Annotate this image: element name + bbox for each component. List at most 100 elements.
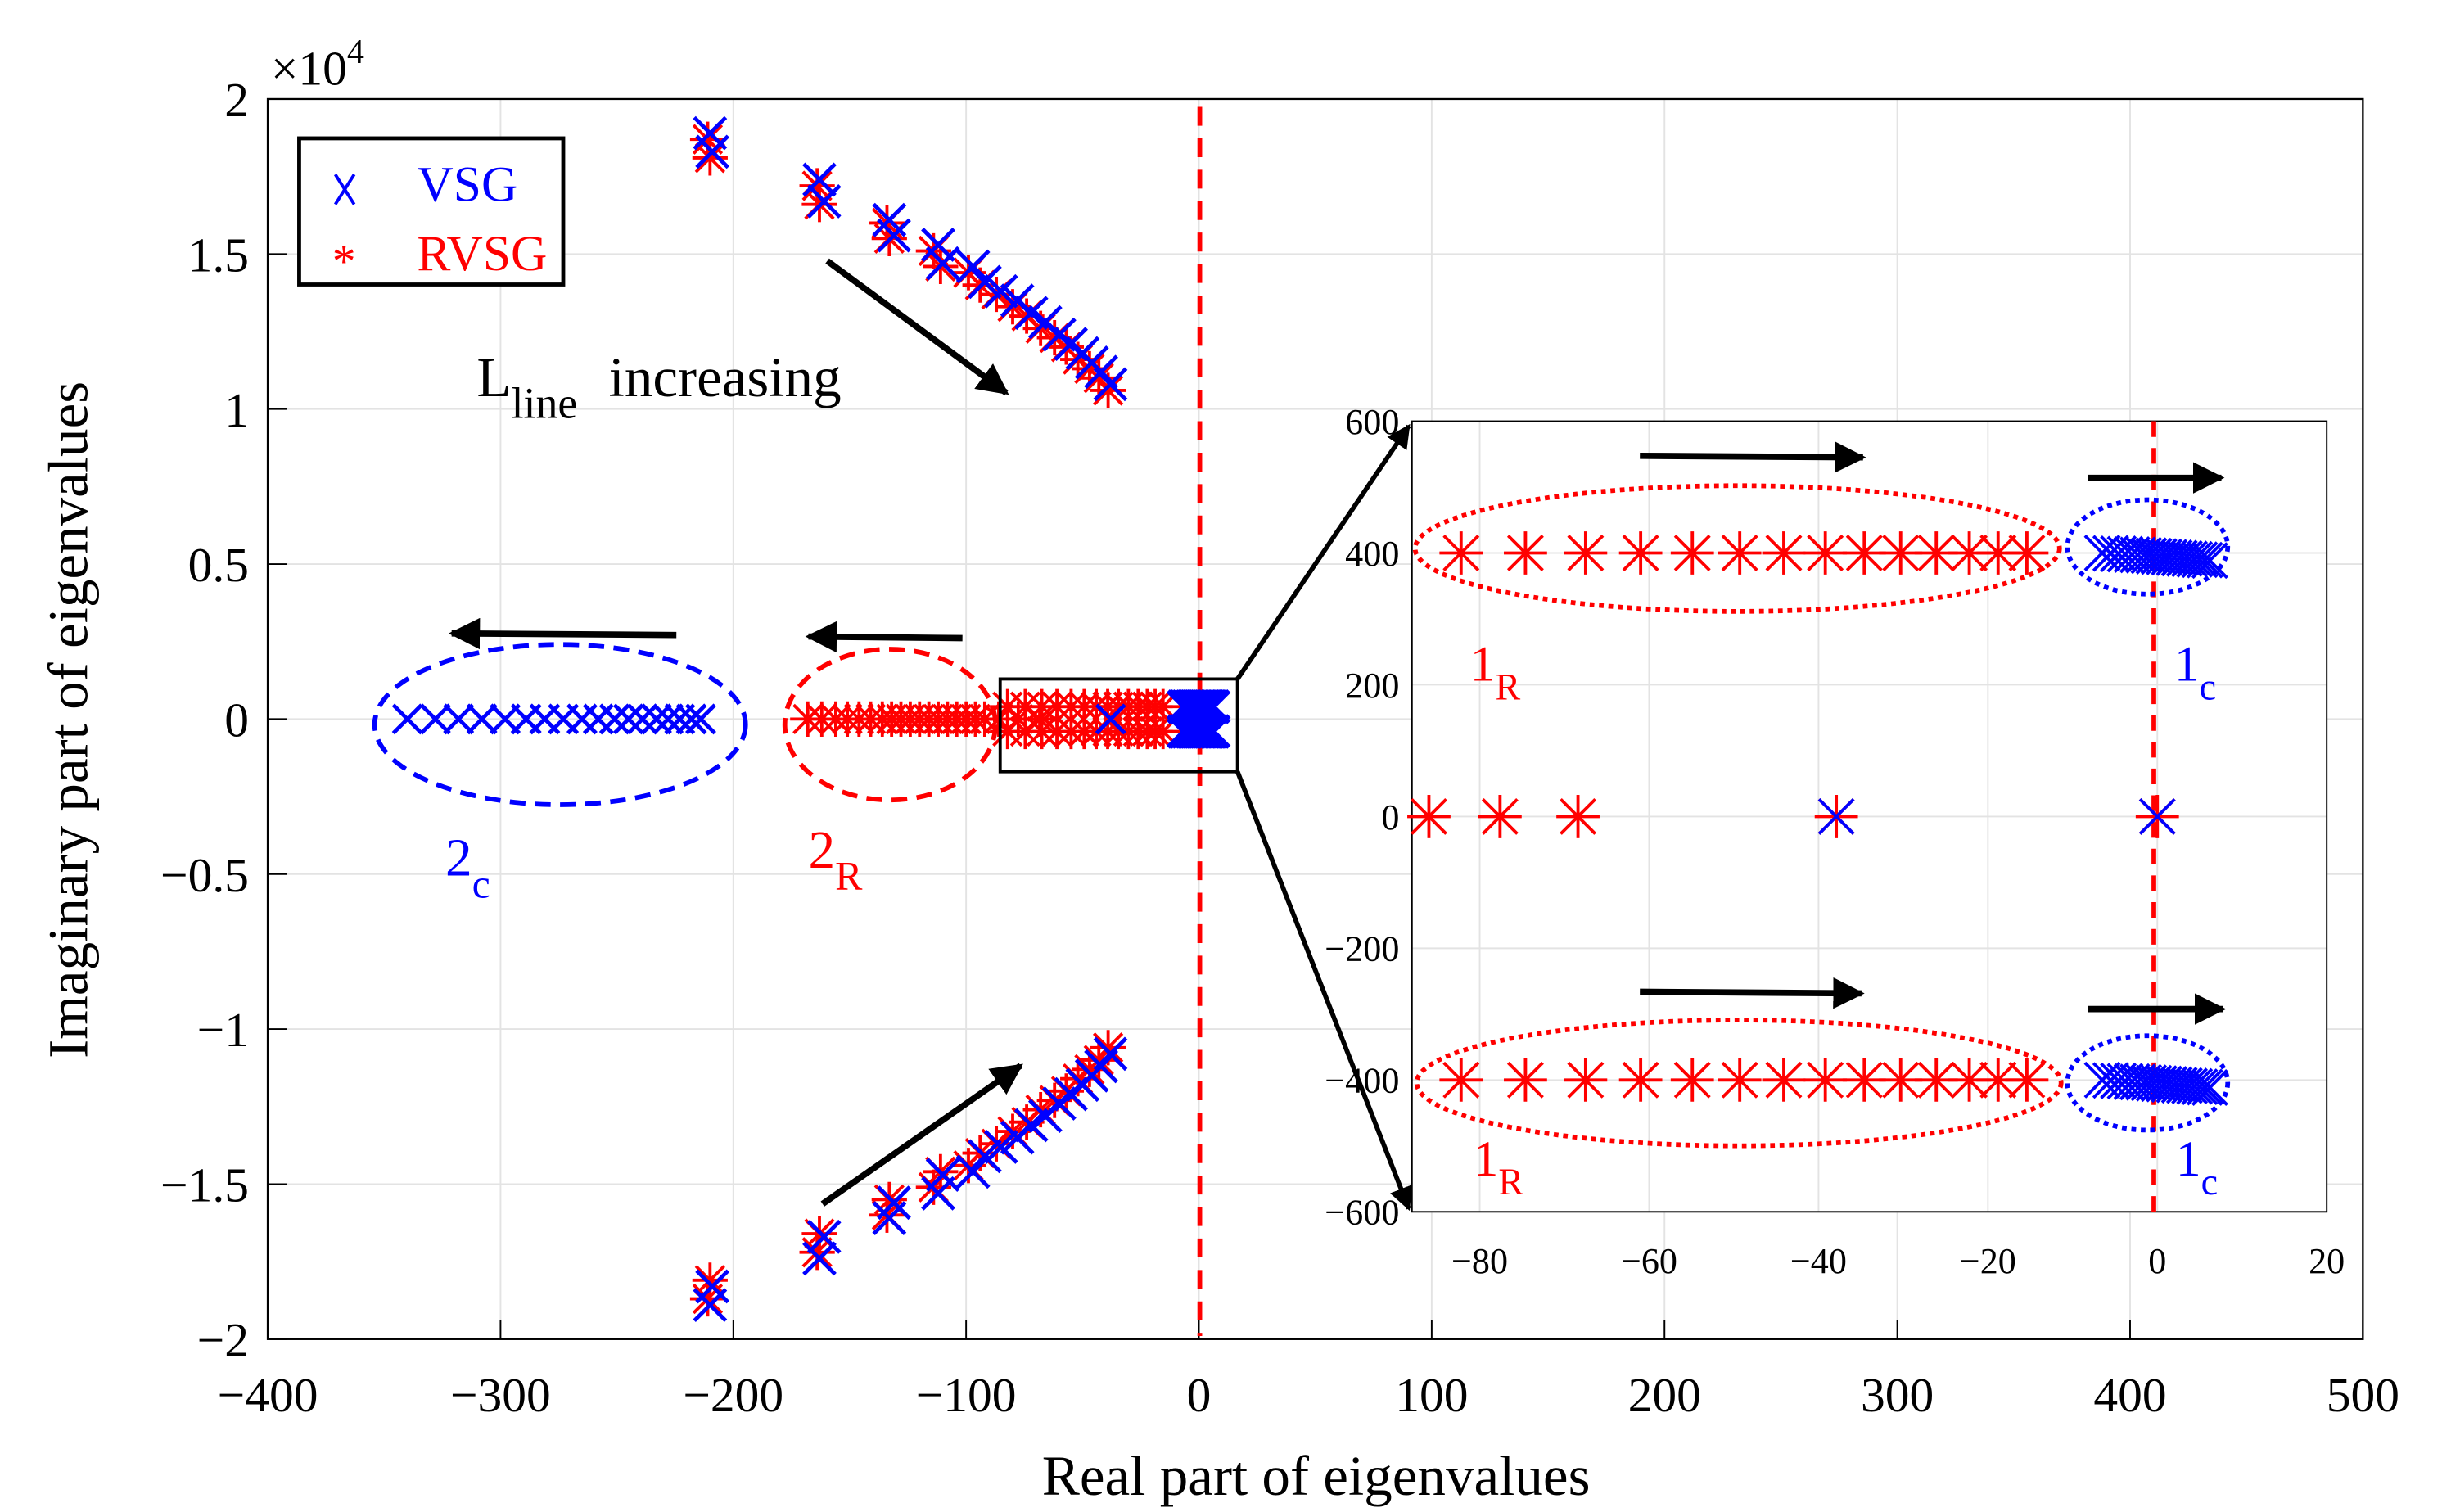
marker-stroke (967, 1139, 1002, 1174)
rvsg-eigenvalue-marker (1842, 1058, 1886, 1102)
rvsg-eigenvalue-marker (1439, 1058, 1483, 1102)
y-tick-label: 1.5 (188, 228, 249, 282)
marker-stroke (2138, 797, 2176, 835)
rvsg-eigenvalue-marker (1718, 1058, 1762, 1102)
marker-stroke (925, 246, 960, 281)
mode-1r-lower-ellipse (1414, 1018, 2064, 1149)
rvsg-eigenvalue-marker (1618, 1058, 1663, 1102)
marker-stroke (921, 228, 955, 262)
rvsg-eigenvalue-marker (1976, 531, 2020, 575)
rvsg-eigenvalue-marker (1439, 531, 1483, 575)
vsg-eigenvalue-marker (802, 1241, 837, 1276)
y-tick-label: −0.5 (160, 848, 249, 902)
vsg-eigenvalue-marker (1093, 367, 1128, 402)
vsg-eigenvalue-marker (1095, 703, 1126, 735)
vsg-eigenvalue-marker (967, 264, 1002, 300)
zoom-region-box (998, 677, 1239, 774)
vsg-eigenvalue-marker (443, 703, 475, 735)
zoom-connector-top (1235, 423, 1411, 681)
rvsg-eigenvalue-marker (692, 1262, 728, 1298)
x-tick-label: −200 (683, 1368, 783, 1422)
x-tick-label: 100 (1395, 1368, 1468, 1422)
vsg-eigenvalue-marker (695, 1269, 730, 1304)
marker-stroke (1084, 354, 1118, 390)
rvsg-eigenvalue-marker (1803, 531, 1848, 575)
inset-x-tick-label: −20 (1960, 1241, 2016, 1281)
rvsg-eigenvalue-marker (1976, 1058, 2020, 1102)
marker-stroke (695, 134, 730, 169)
marker-stroke (1817, 797, 1855, 835)
vsg-eigenvalue-marker (391, 703, 423, 735)
marker-stroke (443, 703, 475, 735)
inset-y-tick-label: 0 (1381, 797, 1399, 837)
vsg-eigenvalue-marker (983, 1130, 1018, 1164)
rvsg-eigenvalue-marker (1556, 795, 1600, 838)
marker-stroke (806, 184, 842, 219)
legend-vsg-marker-icon (333, 174, 356, 205)
arrow-right-1r-lower (1640, 977, 1865, 1009)
vsg-eigenvalue-marker (1817, 797, 1855, 835)
legend-rvsg-marker-icon: * (332, 236, 356, 287)
rvsg-eigenvalue-marker (2005, 531, 2049, 575)
marker-stroke (640, 703, 672, 735)
vsg-eigenvalue-marker (2191, 542, 2228, 580)
inset-points (1407, 531, 2228, 1106)
marker-stroke (983, 273, 1018, 309)
inset-y-tick-label: −200 (1325, 929, 1399, 969)
vsg-eigenvalue-marker (2181, 1068, 2219, 1106)
rvsg-eigenvalue-marker (1914, 531, 1958, 575)
rvsg-eigenvalue-marker (1478, 795, 1522, 838)
marker-stroke (466, 703, 498, 735)
marker-stroke (2191, 1069, 2228, 1106)
legend-rvsg-label: RVSG (417, 226, 547, 282)
marker-stroke (652, 703, 684, 735)
marker-stroke (2171, 540, 2209, 578)
vsg-eigenvalue-marker (1093, 1036, 1128, 1072)
vsg-eigenvalue-marker (1195, 714, 1231, 749)
inset-x-tick-label: −80 (1451, 1241, 1508, 1281)
vsg-eigenvalue-marker (802, 162, 837, 197)
marker-stroke (2186, 1068, 2223, 1106)
mode-1c-lower-ellipse (2065, 1033, 2231, 1133)
marker-stroke (2176, 1067, 2214, 1105)
y-tick-label: −1 (197, 1003, 249, 1057)
mode-1r-upper-label: 1R (1470, 636, 1521, 707)
vsg-eigenvalue-marker (2176, 1067, 2214, 1105)
marker-stroke (967, 264, 1002, 300)
marker-stroke (1195, 714, 1231, 749)
rvsg-eigenvalue-marker (1090, 372, 1126, 408)
zoom-connector-bottom (1235, 770, 1412, 1212)
marker-stroke (2181, 541, 2219, 579)
vsg-eigenvalue-marker (955, 1154, 991, 1189)
rvsg-eigenvalue-marker (1407, 795, 1451, 838)
x-tick-label: 500 (2327, 1368, 2399, 1422)
vsg-eigenvalue-marker (675, 703, 707, 735)
inset-x-tick-label: 20 (2309, 1241, 2345, 1281)
mode-1r-upper-ellipse (1412, 483, 2062, 614)
rvsg-eigenvalue-marker (1504, 1058, 1547, 1102)
marker-stroke (872, 202, 907, 237)
marker-stroke (675, 703, 707, 735)
marker-stroke (983, 1130, 1018, 1164)
vsg-eigenvalue-marker (652, 703, 684, 735)
inset-y-tick-label: 200 (1345, 666, 1399, 706)
arrow-upper-branch (825, 258, 1009, 396)
rvsg-eigenvalue-marker (1618, 531, 1663, 575)
arrow-right-1r-upper (1640, 441, 1866, 473)
inset-x-tick-label: 0 (2148, 1241, 2166, 1281)
vsg-eigenvalue-marker (2186, 541, 2223, 579)
inset-y-tick-label: 600 (1345, 402, 1399, 442)
marker-stroke (802, 162, 837, 197)
marker-stroke (925, 1158, 960, 1192)
marker-stroke (612, 703, 644, 735)
marker-stroke (2176, 540, 2214, 578)
x-tick-label: −400 (218, 1368, 318, 1422)
x-tick-label: −100 (916, 1368, 1017, 1422)
marker-stroke (1195, 688, 1231, 724)
y-tick-label: −1.5 (160, 1158, 249, 1212)
marker-stroke (806, 1219, 842, 1254)
marker-stroke (2186, 541, 2223, 579)
mode-2c-label: 2c (445, 828, 490, 906)
marker-stroke (2092, 535, 2129, 572)
